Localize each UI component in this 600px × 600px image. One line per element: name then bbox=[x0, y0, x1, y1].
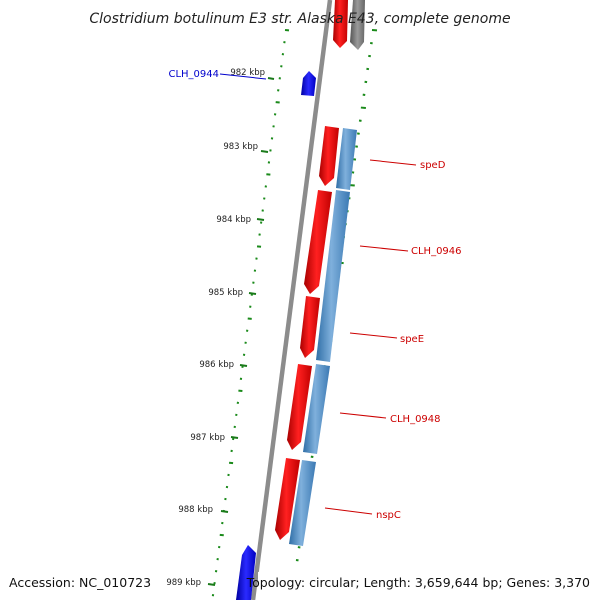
gene-label-clh0944[interactable]: CLH_0944 bbox=[168, 69, 267, 80]
gene-label-clh0948[interactable]: CLH_0948 bbox=[339, 412, 441, 425]
tick-label: 984 kbp bbox=[216, 215, 251, 225]
gene-label-sped[interactable]: speD bbox=[369, 159, 446, 171]
scale-tick: 989 kbp bbox=[166, 578, 216, 588]
cog-feature bbox=[336, 128, 357, 190]
svg-text:CLH_0946: CLH_0946 bbox=[411, 246, 462, 257]
genome-backbone bbox=[250, 0, 333, 600]
cog-feature bbox=[316, 190, 350, 362]
scale-tick: 984 kbp bbox=[216, 215, 265, 225]
reverse-cds-track bbox=[236, 71, 316, 600]
cog-feature-top bbox=[350, 0, 365, 50]
svg-text:CLH_0944: CLH_0944 bbox=[168, 69, 219, 80]
cds-feature-spee bbox=[319, 126, 339, 186]
cds-feature-bottom bbox=[236, 545, 256, 600]
cds-feature-clh0944 bbox=[301, 71, 316, 96]
map-title: Clostridium botulinum E3 str. Alaska E43… bbox=[89, 11, 510, 27]
tick-label: 986 kbp bbox=[199, 360, 234, 370]
scale-tick: 988 kbp bbox=[178, 505, 229, 515]
cds-feature-clh0946 bbox=[304, 190, 332, 294]
footer-summary-bg bbox=[258, 572, 594, 594]
scale-tick: 987 kbp bbox=[190, 433, 239, 443]
svg-text:nspC: nspC bbox=[376, 510, 401, 521]
scale-tick: 983 kbp bbox=[223, 142, 269, 153]
cds-feature-top bbox=[333, 0, 348, 48]
scale-tick: 982 kbp bbox=[230, 68, 275, 80]
svg-text:CLH_0948: CLH_0948 bbox=[390, 414, 441, 425]
cds-feature-clh0948 bbox=[287, 364, 312, 450]
gc-content-track-inner bbox=[211, 29, 290, 597]
gene-label-spee[interactable]: speE bbox=[349, 332, 424, 345]
cog-feature bbox=[303, 364, 330, 454]
scale-ruler: 982 kbp 983 kbp 984 kbp 985 kbp 986 kbp … bbox=[166, 68, 275, 588]
cog-track bbox=[289, 128, 357, 546]
tick-label: 982 kbp bbox=[230, 68, 265, 78]
cds-feature-nspc bbox=[275, 458, 300, 540]
cog-feature bbox=[289, 460, 316, 546]
scale-tick: 985 kbp bbox=[208, 288, 257, 298]
tick-label: 983 kbp bbox=[223, 142, 258, 152]
svg-text:speE: speE bbox=[400, 334, 424, 345]
gene-label-clh0946[interactable]: CLH_0946 bbox=[359, 245, 462, 257]
forward-cds-track bbox=[275, 0, 348, 540]
tick-label: 987 kbp bbox=[190, 433, 225, 443]
tick-label: 985 kbp bbox=[208, 288, 243, 298]
genome-summary-text: Topology: circular; Length: 3,659,644 bp… bbox=[246, 575, 590, 590]
scale-tick: 986 kbp bbox=[199, 360, 248, 370]
cds-feature-spee-2 bbox=[300, 296, 320, 358]
gene-label-nspc[interactable]: nspC bbox=[324, 507, 401, 521]
tick-label: 989 kbp bbox=[166, 578, 201, 588]
svg-text:speD: speD bbox=[420, 160, 446, 171]
accession-text: Accession: NC_010723 bbox=[9, 575, 151, 590]
tick-label: 988 kbp bbox=[178, 505, 213, 515]
gene-labels: CLH_0944 speD CLH_0946 speE CLH_0948 nsp… bbox=[168, 69, 461, 521]
